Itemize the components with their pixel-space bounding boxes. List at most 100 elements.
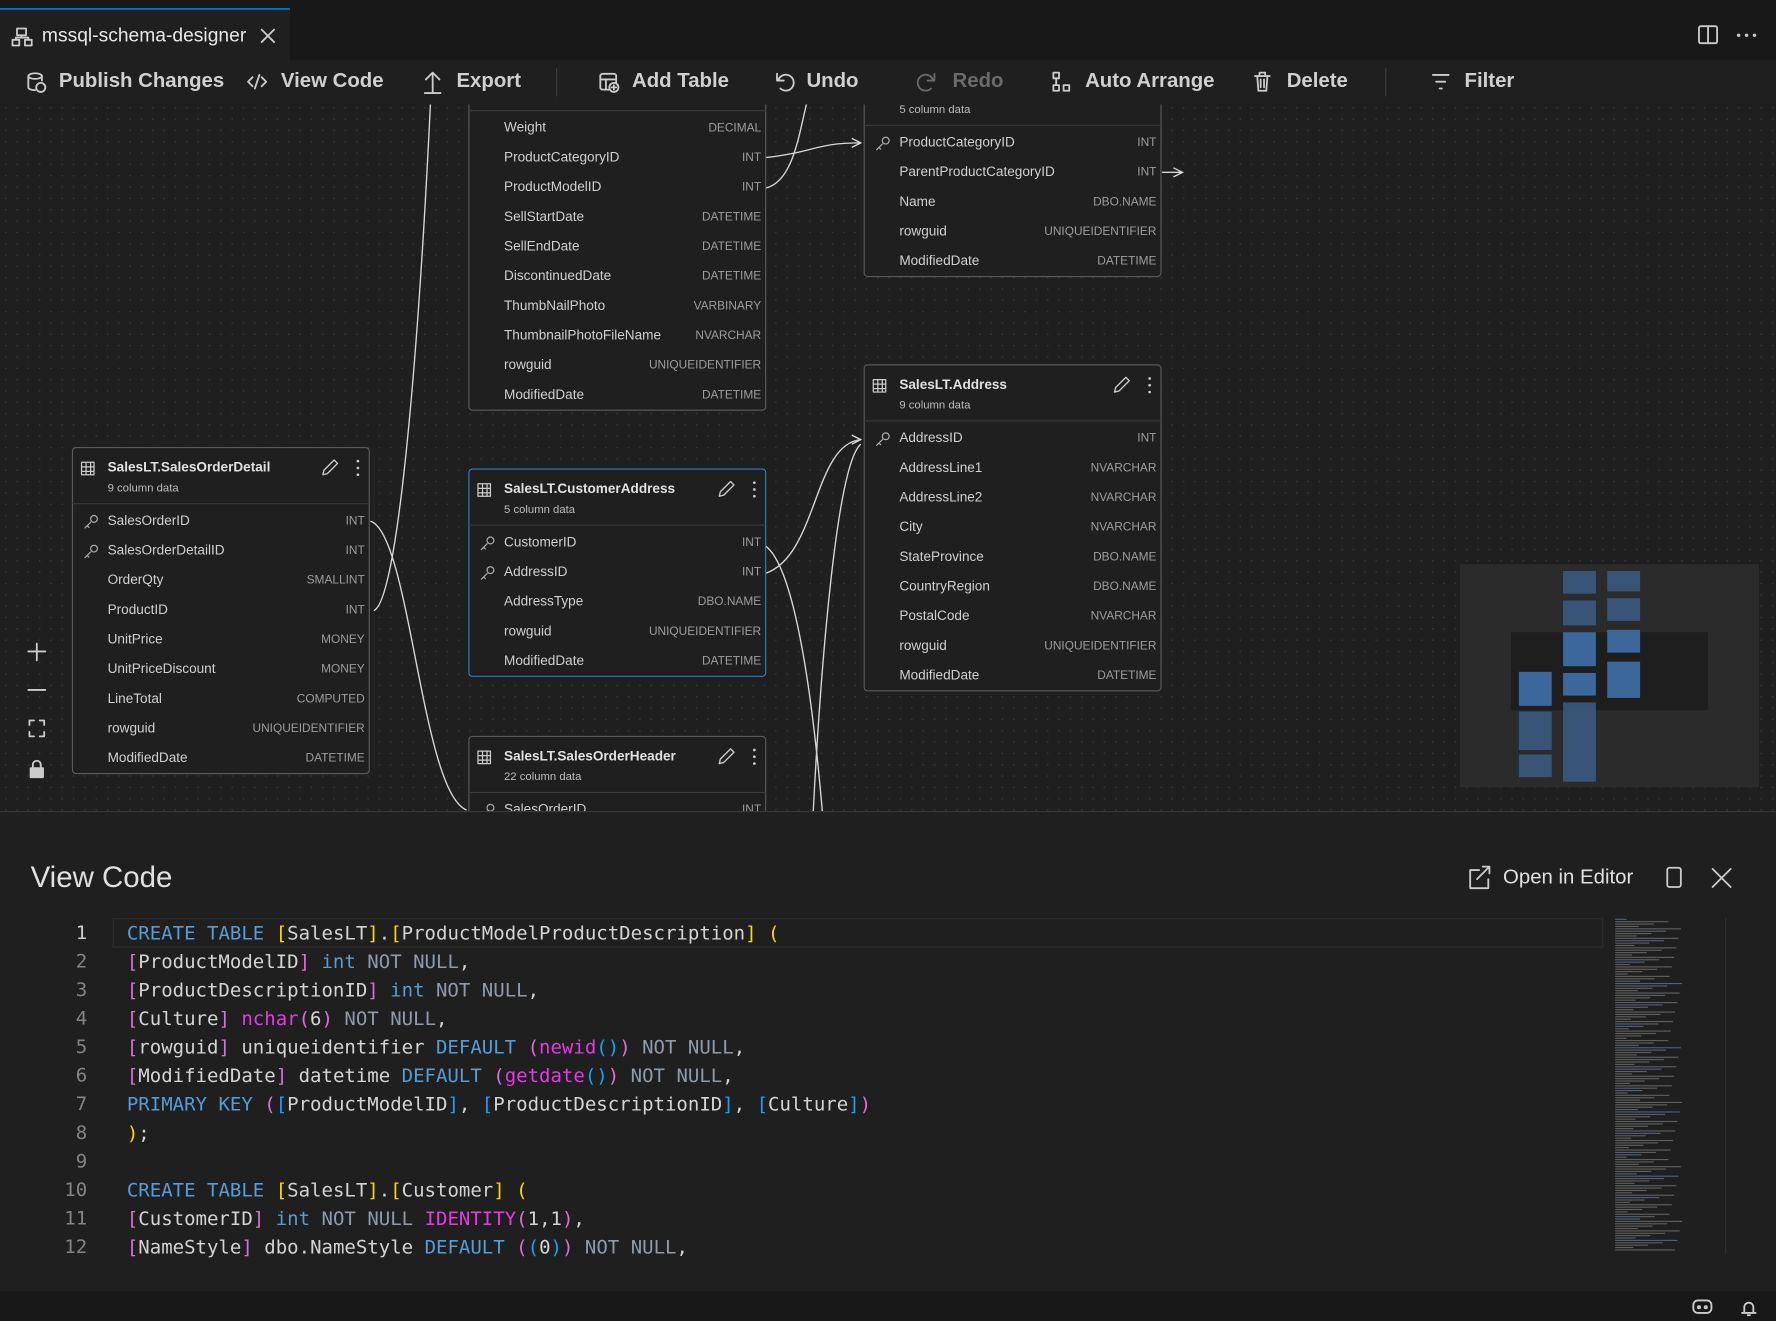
minimap-line [1615,956,1675,958]
more-actions[interactable] [1736,33,1757,37]
column-type: DBO.NAME [1093,579,1156,593]
table-node[interactable]: SalesLT.SalesOrderDetail 9 column data Sal… [71,446,370,775]
column-name: Name [899,194,935,209]
table-menu[interactable] [752,481,756,498]
column-name: ModifiedDate [899,253,979,268]
minimap-line [1615,1040,1669,1042]
column-type: INT [1137,135,1156,149]
minimap-line [1615,1111,1680,1113]
line-number: 5 [76,1036,87,1058]
table-icon-shape [872,378,887,393]
minimap-line [1615,1018,1632,1020]
header-divider [468,110,766,112]
table-menu[interactable] [356,459,360,477]
table-box [863,364,1162,692]
minimap-line [1615,935,1637,937]
minimap-line [1615,1239,1678,1241]
minimap-line [1615,1109,1638,1111]
minimap-line [1615,1199,1645,1201]
column-name: LineTotal [108,691,162,706]
table-subtitle: 22 column data [504,771,582,783]
column-type: DATETIME [306,751,365,765]
toolbar-button[interactable]: Undo [806,70,858,92]
toolbar-button[interactable]: Add Table [632,70,729,92]
toolbar-button[interactable]: View Code [281,70,384,92]
close-panel[interactable] [1711,868,1732,888]
open-in-editor[interactable]: Open in Editor [1469,865,1633,890]
column-type: UNIQUEIDENTIFIER [253,721,366,735]
table-box [468,104,767,411]
fit-view[interactable] [28,719,46,738]
toolbar-button[interactable]: Redo [953,70,1004,92]
tab-bar [0,0,1776,61]
table-node[interactable]: SalesLT.SalesOrderHeader 22 column data Sa… [468,735,767,963]
notifications[interactable] [1741,1301,1757,1317]
table-menu[interactable] [752,748,756,765]
lock[interactable] [29,759,44,779]
minimap-line [1615,1142,1659,1144]
column-name: AddressLine2 [899,489,982,504]
minimap[interactable] [1459,564,1760,788]
edit-table[interactable] [1113,376,1130,393]
table-name: SalesLT.SalesOrderDetail [108,460,271,475]
minimap-line [1615,994,1665,996]
minimap-line [1615,1223,1668,1225]
active-tab[interactable] [0,8,290,61]
minimap-line [1615,1189,1647,1192]
column-type: INT [346,602,365,616]
minimap-line [1615,937,1679,939]
minimap-line [1615,1178,1664,1180]
toolbar-items: Publish Changes View Code Export Add Table U… [27,68,1515,97]
edit-table[interactable] [322,459,339,476]
minimap-line [1615,1023,1659,1025]
table-box [71,446,370,775]
table-subtitle: 5 column data [504,504,576,516]
copilot-icon[interactable] [1692,1299,1713,1314]
minimap-line [1615,1211,1628,1213]
table-node[interactable]: SalesLT.Address 9 column data AddressID INT… [863,364,1162,692]
minimap-line [1615,1068,1662,1070]
table-name: SalesLT.CustomerAddress [504,481,675,496]
relation-edge [1162,167,1185,178]
toolbar-button[interactable]: Publish Changes [59,70,224,92]
line-number: 8 [76,1122,87,1144]
column-name: SellStartDate [504,209,584,224]
table-node[interactable]: Weight DECIMAL ProductCategoryID INT Product… [468,55,767,411]
toolbar-button[interactable]: Auto Arrange [1085,70,1214,92]
zoom-in[interactable] [27,642,47,662]
code-panel [0,812,1776,1292]
minimap-line [1615,1249,1676,1251]
table-node[interactable]: SalesLT.CustomerAddress 5 column data Cust… [468,468,767,677]
minimap-line [1615,1090,1643,1092]
scrollbar [1725,917,1727,1255]
minimap-line [1615,1237,1636,1239]
column-type: DATETIME [702,387,761,401]
menu-dot [752,494,756,498]
minimap-line [1615,1182,1635,1184]
minimap-line [1615,999,1636,1001]
copy[interactable] [1666,866,1682,888]
minimap-line [1615,1104,1668,1106]
close-tab[interactable] [260,28,276,43]
table-icon [80,461,95,476]
line-number: 11 [64,1207,87,1229]
split-editor[interactable] [1698,25,1719,45]
table-node[interactable]: 5 column data ProductCategoryID INT ParentP… [863,69,1162,278]
minimap-line [1615,1082,1630,1084]
column-name: ParentProductCategoryID [899,164,1055,179]
column-type: MONEY [321,632,365,646]
minimap-line [1615,1113,1665,1115]
minimap-line [1615,1035,1642,1037]
toolbar-button[interactable]: Export [456,70,521,92]
edit-table[interactable] [718,748,735,765]
minimap-line [1615,975,1670,977]
table-subtitle: 5 column data [899,104,971,116]
open-in-editor-label[interactable]: Open in Editor [1503,866,1633,888]
menu-dot [752,755,756,759]
toolbar-button[interactable]: Filter [1465,70,1515,92]
key-icon [480,536,495,551]
edit-table[interactable] [718,480,735,497]
toolbar-button[interactable]: Delete [1287,70,1348,92]
column-type: DATETIME [702,239,761,253]
table-menu[interactable] [1148,377,1152,394]
